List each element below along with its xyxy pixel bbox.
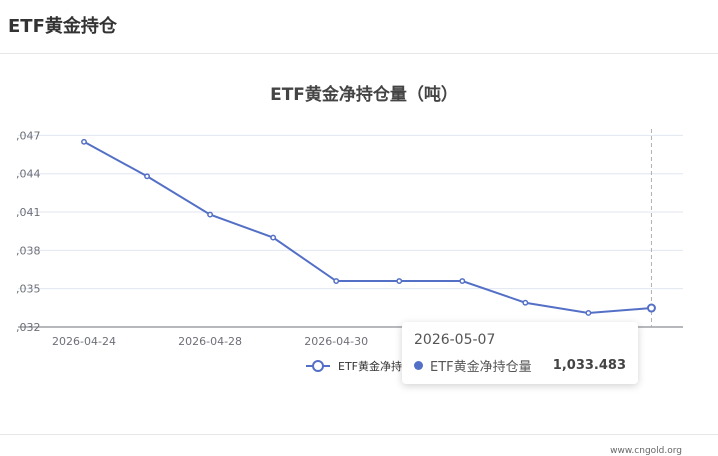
data-point xyxy=(144,173,151,180)
data-point xyxy=(270,234,277,241)
x-tick-labels: 2026-04-24 2026-04-28 2026-04-30 xyxy=(52,335,368,348)
y-tick-label: ,038 xyxy=(16,244,41,257)
page-title: ETF黄金持仓 xyxy=(8,16,117,37)
data-point xyxy=(646,303,656,313)
legend-circle-icon xyxy=(312,360,324,372)
y-tick-label: ,044 xyxy=(16,168,41,181)
data-point xyxy=(81,138,87,145)
chart-svg: ETF黄金净持仓量（吨） ,032 ,035 ,038 ,041 ,044 ,047 20… xyxy=(16,84,683,373)
grid-lines xyxy=(18,134,683,290)
y-tick-labels: ,032 ,035 ,038 ,041 ,044 ,047 xyxy=(16,129,41,334)
data-points xyxy=(81,138,656,316)
data-point xyxy=(207,211,214,218)
data-point xyxy=(522,299,529,306)
x-tick-label: 2026-04-30 xyxy=(304,335,368,348)
series-color-dot-icon xyxy=(414,361,423,370)
tooltip-row: ETF黄金净持仓量 1,033.483 xyxy=(414,356,626,375)
tooltip-value: 1,033.483 xyxy=(552,358,626,373)
x-tick-label: 2026-04-24 xyxy=(52,335,116,348)
data-point xyxy=(459,278,466,284)
y-tick-label: ,035 xyxy=(16,283,41,296)
page-header: ETF黄金持仓 xyxy=(0,0,718,54)
data-point xyxy=(585,309,592,316)
tooltip-date: 2026-05-07 xyxy=(414,332,496,348)
y-tick-label: ,032 xyxy=(16,321,41,334)
data-point xyxy=(333,278,340,284)
chart-title: ETF黄金净持仓量（吨） xyxy=(270,84,458,105)
legend[interactable]: ETF黄金净持 xyxy=(306,359,402,373)
series-line xyxy=(83,140,652,314)
tooltip-series-name: ETF黄金净持仓量 xyxy=(430,360,532,375)
source-credit: www.cngold.org xyxy=(610,446,682,456)
legend-label: ETF黄金净持 xyxy=(338,359,402,373)
chart-tooltip: 2026-05-07 ETF黄金净持仓量 1,033.483 xyxy=(402,322,638,384)
data-point xyxy=(396,278,403,284)
y-tick-label: ,047 xyxy=(16,129,41,142)
x-tick-label: 2026-04-28 xyxy=(178,335,242,348)
y-tick-label: ,041 xyxy=(16,206,41,219)
